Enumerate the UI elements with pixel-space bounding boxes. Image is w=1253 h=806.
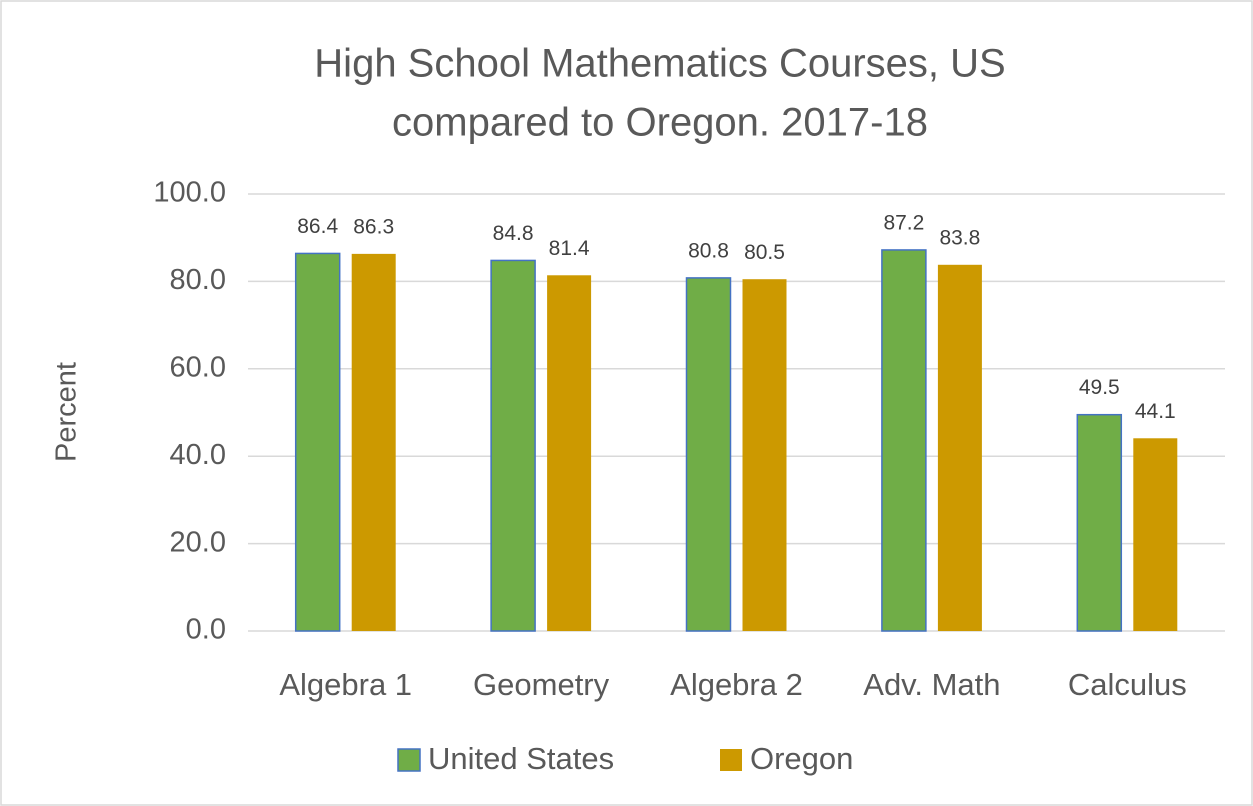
x-tick-label: Algebra 1 <box>279 667 412 702</box>
y-tick-label: 80.0 <box>170 264 226 296</box>
data-label: 87.2 <box>883 211 924 234</box>
bar <box>351 253 396 631</box>
data-label: 86.4 <box>297 215 338 238</box>
data-label: 44.1 <box>1135 400 1176 423</box>
x-tick-label: Algebra 2 <box>670 667 803 702</box>
bar <box>294 252 341 632</box>
data-label: 80.8 <box>688 239 729 262</box>
data-label: 81.4 <box>549 237 590 260</box>
y-tick-label: 100.0 <box>153 177 226 209</box>
x-tick-label: Adv. Math <box>863 667 1000 702</box>
chart-title: High School Mathematics Courses, US <box>314 42 1005 86</box>
bar <box>490 259 536 632</box>
x-tick-label: Geometry <box>473 667 610 702</box>
legend-swatch <box>720 749 742 771</box>
data-label: 49.5 <box>1079 376 1120 399</box>
y-tick-label: 40.0 <box>170 439 226 471</box>
data-label: 84.8 <box>493 222 534 245</box>
legend-label: United States <box>428 741 614 776</box>
bar <box>937 264 982 631</box>
legend-swatch <box>397 748 421 772</box>
y-axis-label: Percent <box>51 362 83 462</box>
y-tick-label: 20.0 <box>170 526 226 558</box>
bar <box>1133 438 1178 631</box>
y-tick-label: 0.0 <box>186 614 226 646</box>
bar <box>1076 413 1123 632</box>
legend-label: Oregon <box>750 741 853 776</box>
chart-title: compared to Oregon. 2017-18 <box>392 101 928 145</box>
bar <box>742 279 787 631</box>
bar <box>685 277 732 632</box>
bar <box>881 249 927 632</box>
data-label: 83.8 <box>939 226 980 249</box>
data-label: 80.5 <box>744 241 785 264</box>
x-tick-label: Calculus <box>1068 667 1187 702</box>
data-label: 86.3 <box>353 215 394 238</box>
y-tick-label: 60.0 <box>170 351 226 383</box>
bar <box>547 275 592 631</box>
